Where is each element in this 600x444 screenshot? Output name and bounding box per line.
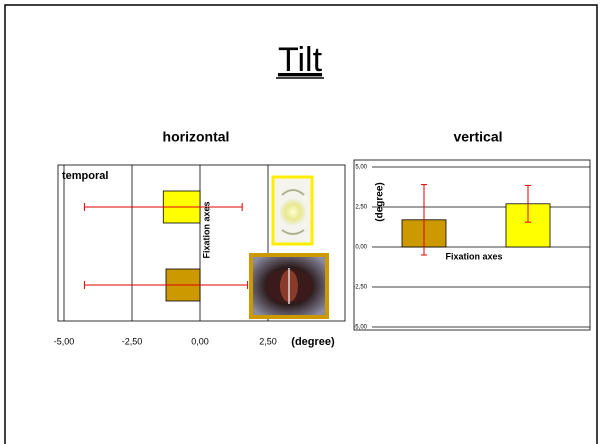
y-tick-label: 0,00 <box>355 245 367 251</box>
photo-lens <box>273 177 312 244</box>
slide: Tilt horizontal vertical -5,00 -2,50 0,00 2… <box>0 0 600 444</box>
x-tick-label: 0,00 <box>191 336 209 346</box>
axis-title: (degree) <box>291 336 335 348</box>
slide-title: Tilt <box>278 41 323 79</box>
chart-title: vertical <box>453 129 502 145</box>
photo-eye <box>251 255 327 317</box>
y-tick-label: -5,00 <box>353 325 367 331</box>
annotation: temporal <box>62 170 108 182</box>
axis-title: Fixation axes <box>201 201 211 258</box>
axis-title: Fixation axes <box>445 251 502 261</box>
axis-title: (degree) <box>375 182 386 221</box>
x-tick-label: 2,50 <box>259 336 277 346</box>
x-tick-label: -5,00 <box>54 336 75 346</box>
x-tick-label: -2,50 <box>122 336 143 346</box>
y-tick-label: -2,50 <box>353 285 367 291</box>
chart-title: horizontal <box>163 129 230 145</box>
y-tick-label: 5,00 <box>355 165 367 171</box>
y-tick-label: 2,50 <box>355 205 367 211</box>
